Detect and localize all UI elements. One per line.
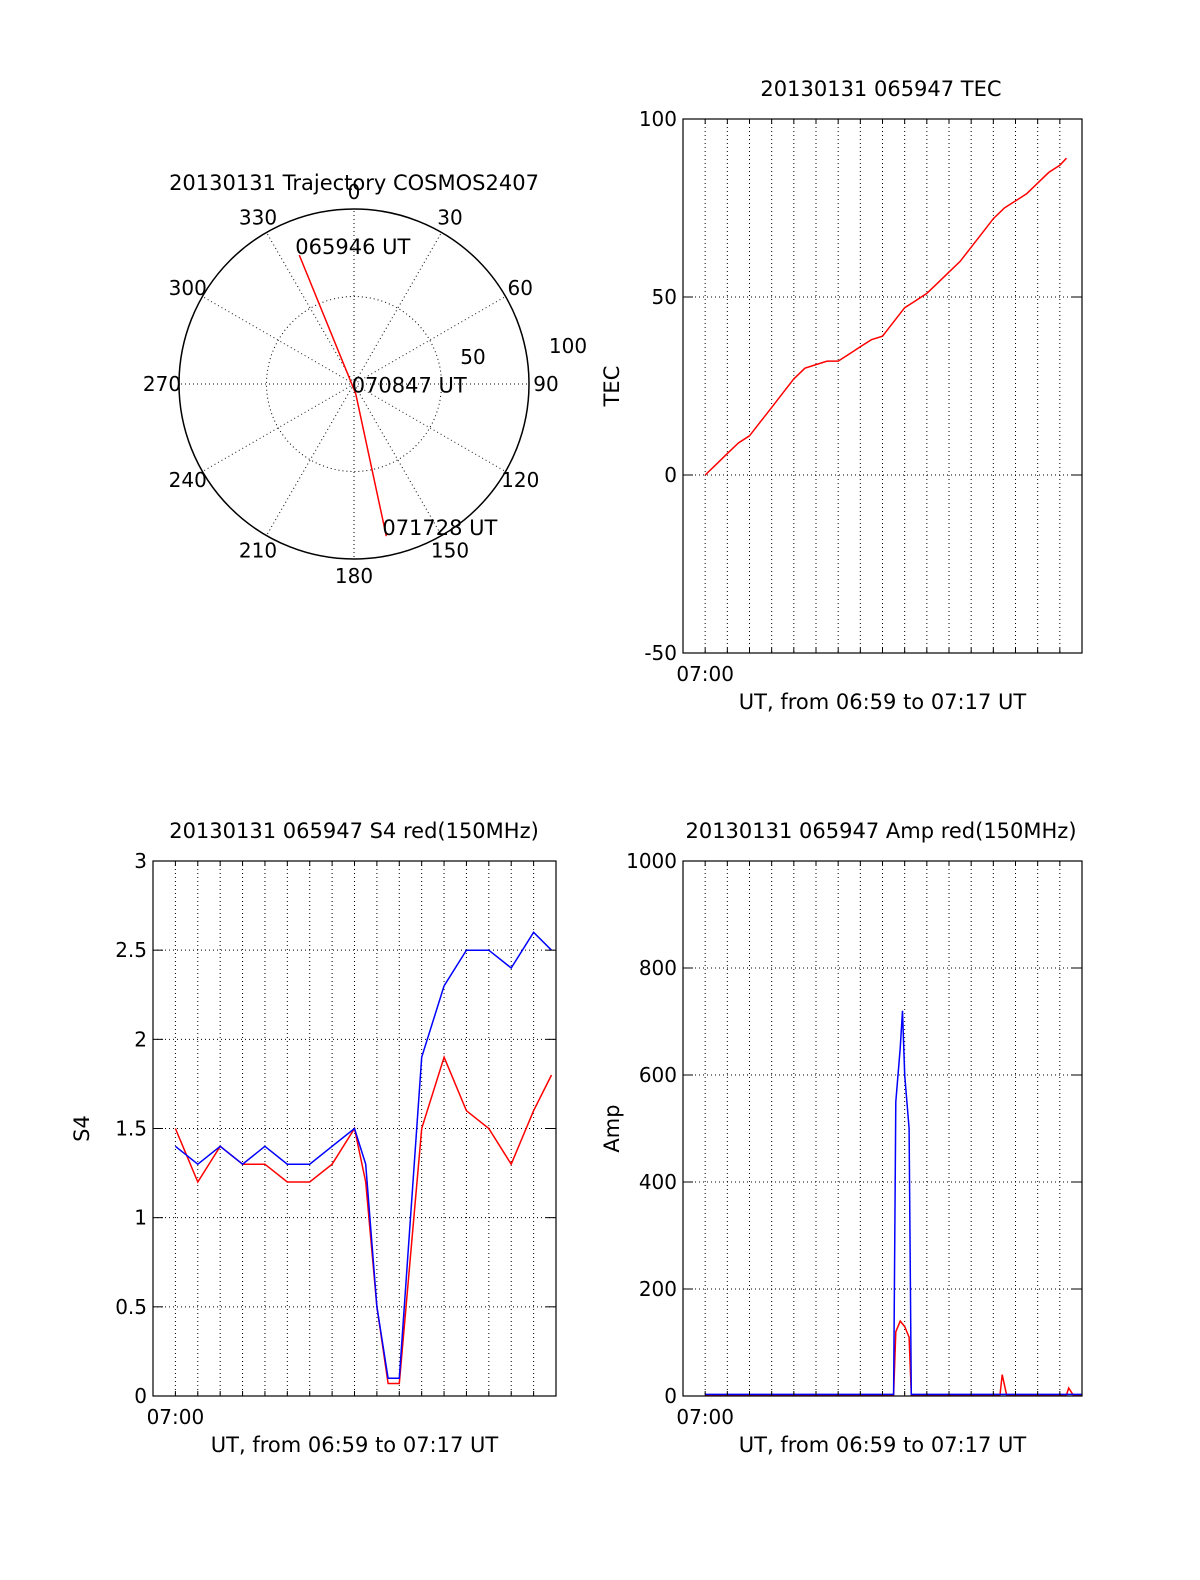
tec-ytick-label: 100 [639,107,677,131]
trajectory-angle-label: 210 [239,538,277,562]
trajectory-angle-label: 0 [348,180,361,204]
amp-series-1 [705,1010,1082,1396]
s4-title: 20130131 065947 S4 red(150MHz) [169,819,539,843]
amp-ytick-label: 400 [639,1170,677,1194]
amp-chart: 20130131 065947 Amp red(150MHz) 1000 800 60… [600,819,1083,1457]
s4-ytick-label: 3 [134,849,147,873]
trajectory-angle-label: 270 [143,372,181,396]
tec-xtick-label: 07:00 [676,662,734,686]
trajectory-radial-label: 50 [460,345,485,369]
trajectory-angle-label: 330 [239,206,277,230]
trajectory-outer-circle [178,208,530,560]
s4-ytick-label: 0.5 [115,1295,147,1319]
s4-xlabel: UT, from 06:59 to 07:17 UT [211,1433,499,1457]
trajectory-angle-label: 300 [169,276,207,300]
trajectory-angle-label: 150 [431,538,469,562]
tec-ytick-label: 50 [652,285,677,309]
tec-title: 20130131 065947 TEC [760,77,1001,101]
tec-ytick-label: -50 [644,641,677,665]
amp-ytick-label: 1000 [626,849,677,873]
trajectory-angle-label: 60 [508,276,533,300]
amp-ytick-label: 200 [639,1277,677,1301]
s4-series-1 [174,931,553,1379]
tec-series-0 [704,157,1068,476]
s4-xtick-label: 07:00 [147,1405,205,1429]
s4-ytick-label: 1.5 [115,1117,147,1141]
s4-series-0 [174,1055,553,1385]
tec-gridlines [683,119,1082,653]
amp-gridlines [683,861,1082,1396]
tec-xlabel: UT, from 06:59 to 07:17 UT [739,690,1027,714]
trajectory-spoke [353,383,442,536]
trajectory-track [298,254,388,537]
s4-ytick-label: 2 [134,1027,147,1051]
amp-ylabel: Amp [600,1104,624,1152]
trajectory-angle-label: 120 [501,468,539,492]
amp-ytick-label: 800 [639,956,677,980]
trajectory-radial-label: 100 [549,334,587,358]
trajectory-angle-label: 90 [533,372,558,396]
amp-title: 20130131 065947 Amp red(150MHz) [685,819,1076,843]
trajectory-title: 20130131 Trajectory COSMOS2407 [169,171,539,195]
s4-ylabel: S4 [70,1115,94,1142]
trajectory-angle-label: 30 [437,206,462,230]
s4-ytick-label: 2.5 [115,938,147,962]
s4-chart: 20130131 065947 S4 red(150MHz) 3 2.5 2 1.5 1 0… [70,819,557,1457]
trajectory-spoke [266,383,355,536]
amp-ytick-label: 600 [639,1063,677,1087]
s4-ytick-label: 1 [134,1206,147,1230]
trajectory-point-label: 071728 UT [382,516,497,540]
trajectory-angle-label: 180 [335,564,373,588]
trajectory-point-label: 065946 UT [295,235,410,259]
amp-xlabel: UT, from 06:59 to 07:17 UT [739,1433,1027,1457]
trajectory-point-label: 070847 UT [352,374,467,398]
trajectory-spoke [353,296,506,385]
trajectory-ring-50 [266,296,442,472]
tec-ylabel: TEC [600,366,624,408]
trajectory-angle-label: 240 [169,468,207,492]
s4-ytick-label: 0 [134,1384,147,1408]
amp-ytick-label: 0 [664,1384,677,1408]
tec-ytick-label: 0 [664,463,677,487]
amp-xtick-label: 07:00 [676,1405,734,1429]
